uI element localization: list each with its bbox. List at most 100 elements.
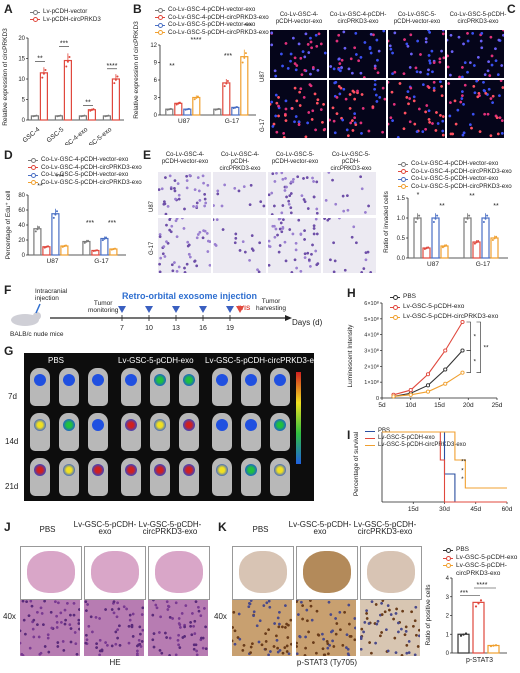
data-point — [425, 389, 431, 394]
data-point — [443, 348, 448, 353]
chart-i: 15d 30d 45d 60d**** — [381, 431, 513, 513]
y-tick-label: 0 — [22, 253, 26, 259]
data-point — [432, 221, 435, 223]
data-point — [223, 85, 226, 88]
data-point — [101, 239, 104, 242]
significance-label: * — [474, 333, 477, 340]
data-point — [177, 102, 180, 105]
legend-marker — [398, 176, 408, 182]
legend-entry: Lv-GSC-5-pCDH-circPRKD3-exo — [378, 442, 467, 448]
injection-marker — [172, 306, 180, 313]
data-point — [68, 55, 71, 58]
data-point — [425, 247, 428, 250]
data-point — [477, 602, 480, 605]
bioluminescence-signal — [183, 374, 195, 386]
ihc-brain-section — [360, 546, 422, 600]
group-label: Lv-GSC-5-pCDH- exo — [73, 520, 137, 536]
group-label: Lv-GSC-5-pCDH-exo — [118, 356, 194, 365]
bioluminescence-signal — [245, 464, 257, 476]
data-point — [38, 226, 40, 229]
x-tick-label: 10d — [405, 402, 416, 409]
mouse-image — [212, 458, 232, 496]
data-point — [103, 237, 106, 240]
mouse-image — [241, 368, 261, 406]
x-tick-label: 5d — [378, 402, 386, 409]
significance-label: ** — [169, 63, 175, 70]
ivis-label: IVIS — [238, 305, 251, 312]
tissue-section — [239, 551, 287, 593]
significance-label: ** — [439, 203, 445, 210]
legend-entry: Co-Lv-GSC-5-pCDH-circPRKD3-exo — [411, 182, 512, 190]
bioluminescence-signal — [183, 464, 195, 476]
edu-micrograph — [270, 80, 327, 138]
mouse-image — [150, 413, 170, 451]
bar — [39, 72, 49, 121]
panel-label-k: K — [218, 520, 227, 534]
panel-label-e: E — [143, 148, 152, 162]
row-label: U87 — [260, 70, 266, 82]
data-point — [226, 79, 229, 82]
micrograph-title: Co-Lv-GSC-4- pCDH-vector-exo — [275, 12, 323, 25]
data-point — [193, 98, 196, 101]
data-point — [234, 106, 237, 109]
data-point — [65, 244, 67, 247]
mouse-image — [212, 413, 232, 451]
day-label: 7d — [8, 392, 17, 401]
legend-entry: PBS — [403, 293, 417, 300]
significance-label: *** — [108, 220, 116, 227]
data-point — [468, 214, 471, 217]
data-point — [391, 394, 396, 399]
significance-label: ** — [469, 193, 475, 200]
legend-marker — [398, 168, 408, 175]
row-label: U87 — [149, 200, 155, 212]
legend-entry: Co-Lv-GSC-4-pCDH-circPRKD3-exo — [168, 13, 269, 21]
bioluminescence-signal — [63, 419, 75, 431]
x-tick-label: 30d — [439, 506, 450, 513]
invasion-micrograph — [158, 172, 211, 215]
day-tick-label: 7 — [120, 325, 124, 332]
micrograph-title: Co-Lv-GSC-5- pCDH-vector-exo — [271, 152, 319, 165]
experiment-timeline: 7 10 13 16 19 — [11, 303, 292, 332]
bar — [222, 82, 231, 116]
data-point — [464, 632, 468, 635]
mouse-image — [150, 368, 170, 406]
legend-marker — [28, 179, 38, 186]
data-point — [464, 221, 467, 223]
y-tick-label: 1.0 — [397, 216, 406, 222]
legend-e: Co-Lv-GSC-4-pCDH-vector-exo Co-Lv-GSC-4-… — [398, 160, 512, 190]
data-point — [232, 107, 235, 110]
data-point — [89, 109, 92, 112]
data-point — [47, 245, 49, 248]
bioluminescence-signal — [274, 374, 286, 386]
edu-micrograph — [270, 30, 327, 78]
tumor-harvesting-label: Tumor harvesting — [256, 298, 286, 312]
legend-i: PBS Lv-GSC-5-pCDH-exo Lv-GSC-5-pCDH-circ… — [365, 428, 466, 449]
intracranial-injection-label: Intracranial injection — [35, 288, 68, 302]
data-point — [427, 246, 430, 249]
y-tick-label: 80 — [18, 193, 25, 199]
legend-entry: Co-Lv-GSC-5-pCDH-vector-exo — [41, 171, 129, 178]
injection-marker — [145, 306, 153, 313]
x-tick-label: U87 — [178, 118, 190, 125]
mouse-image — [59, 458, 79, 496]
bioluminescence-signal — [125, 374, 137, 386]
ihc-micrograph — [296, 600, 356, 656]
row-label: G-17 — [149, 241, 155, 255]
invasion-micrograph — [213, 218, 266, 273]
micrograph-title: Co-Lv-GSC-5-pCDH- circPRKD3-exo — [330, 152, 372, 172]
mouse-image — [121, 368, 141, 406]
data-point — [87, 239, 89, 242]
data-point — [57, 114, 60, 117]
y-tick-label: 10 — [18, 77, 25, 83]
ihc-brain-section — [232, 546, 294, 600]
data-point — [441, 246, 444, 249]
data-point — [41, 76, 44, 79]
significance-label: ** — [37, 183, 43, 190]
mice-label: BALB/c nude mice — [10, 331, 64, 338]
he-brain-section — [148, 546, 210, 600]
y-tick-label: 3 — [154, 96, 158, 102]
data-point — [92, 249, 95, 252]
significance-label: * — [417, 192, 420, 199]
mouse-image — [270, 413, 290, 451]
